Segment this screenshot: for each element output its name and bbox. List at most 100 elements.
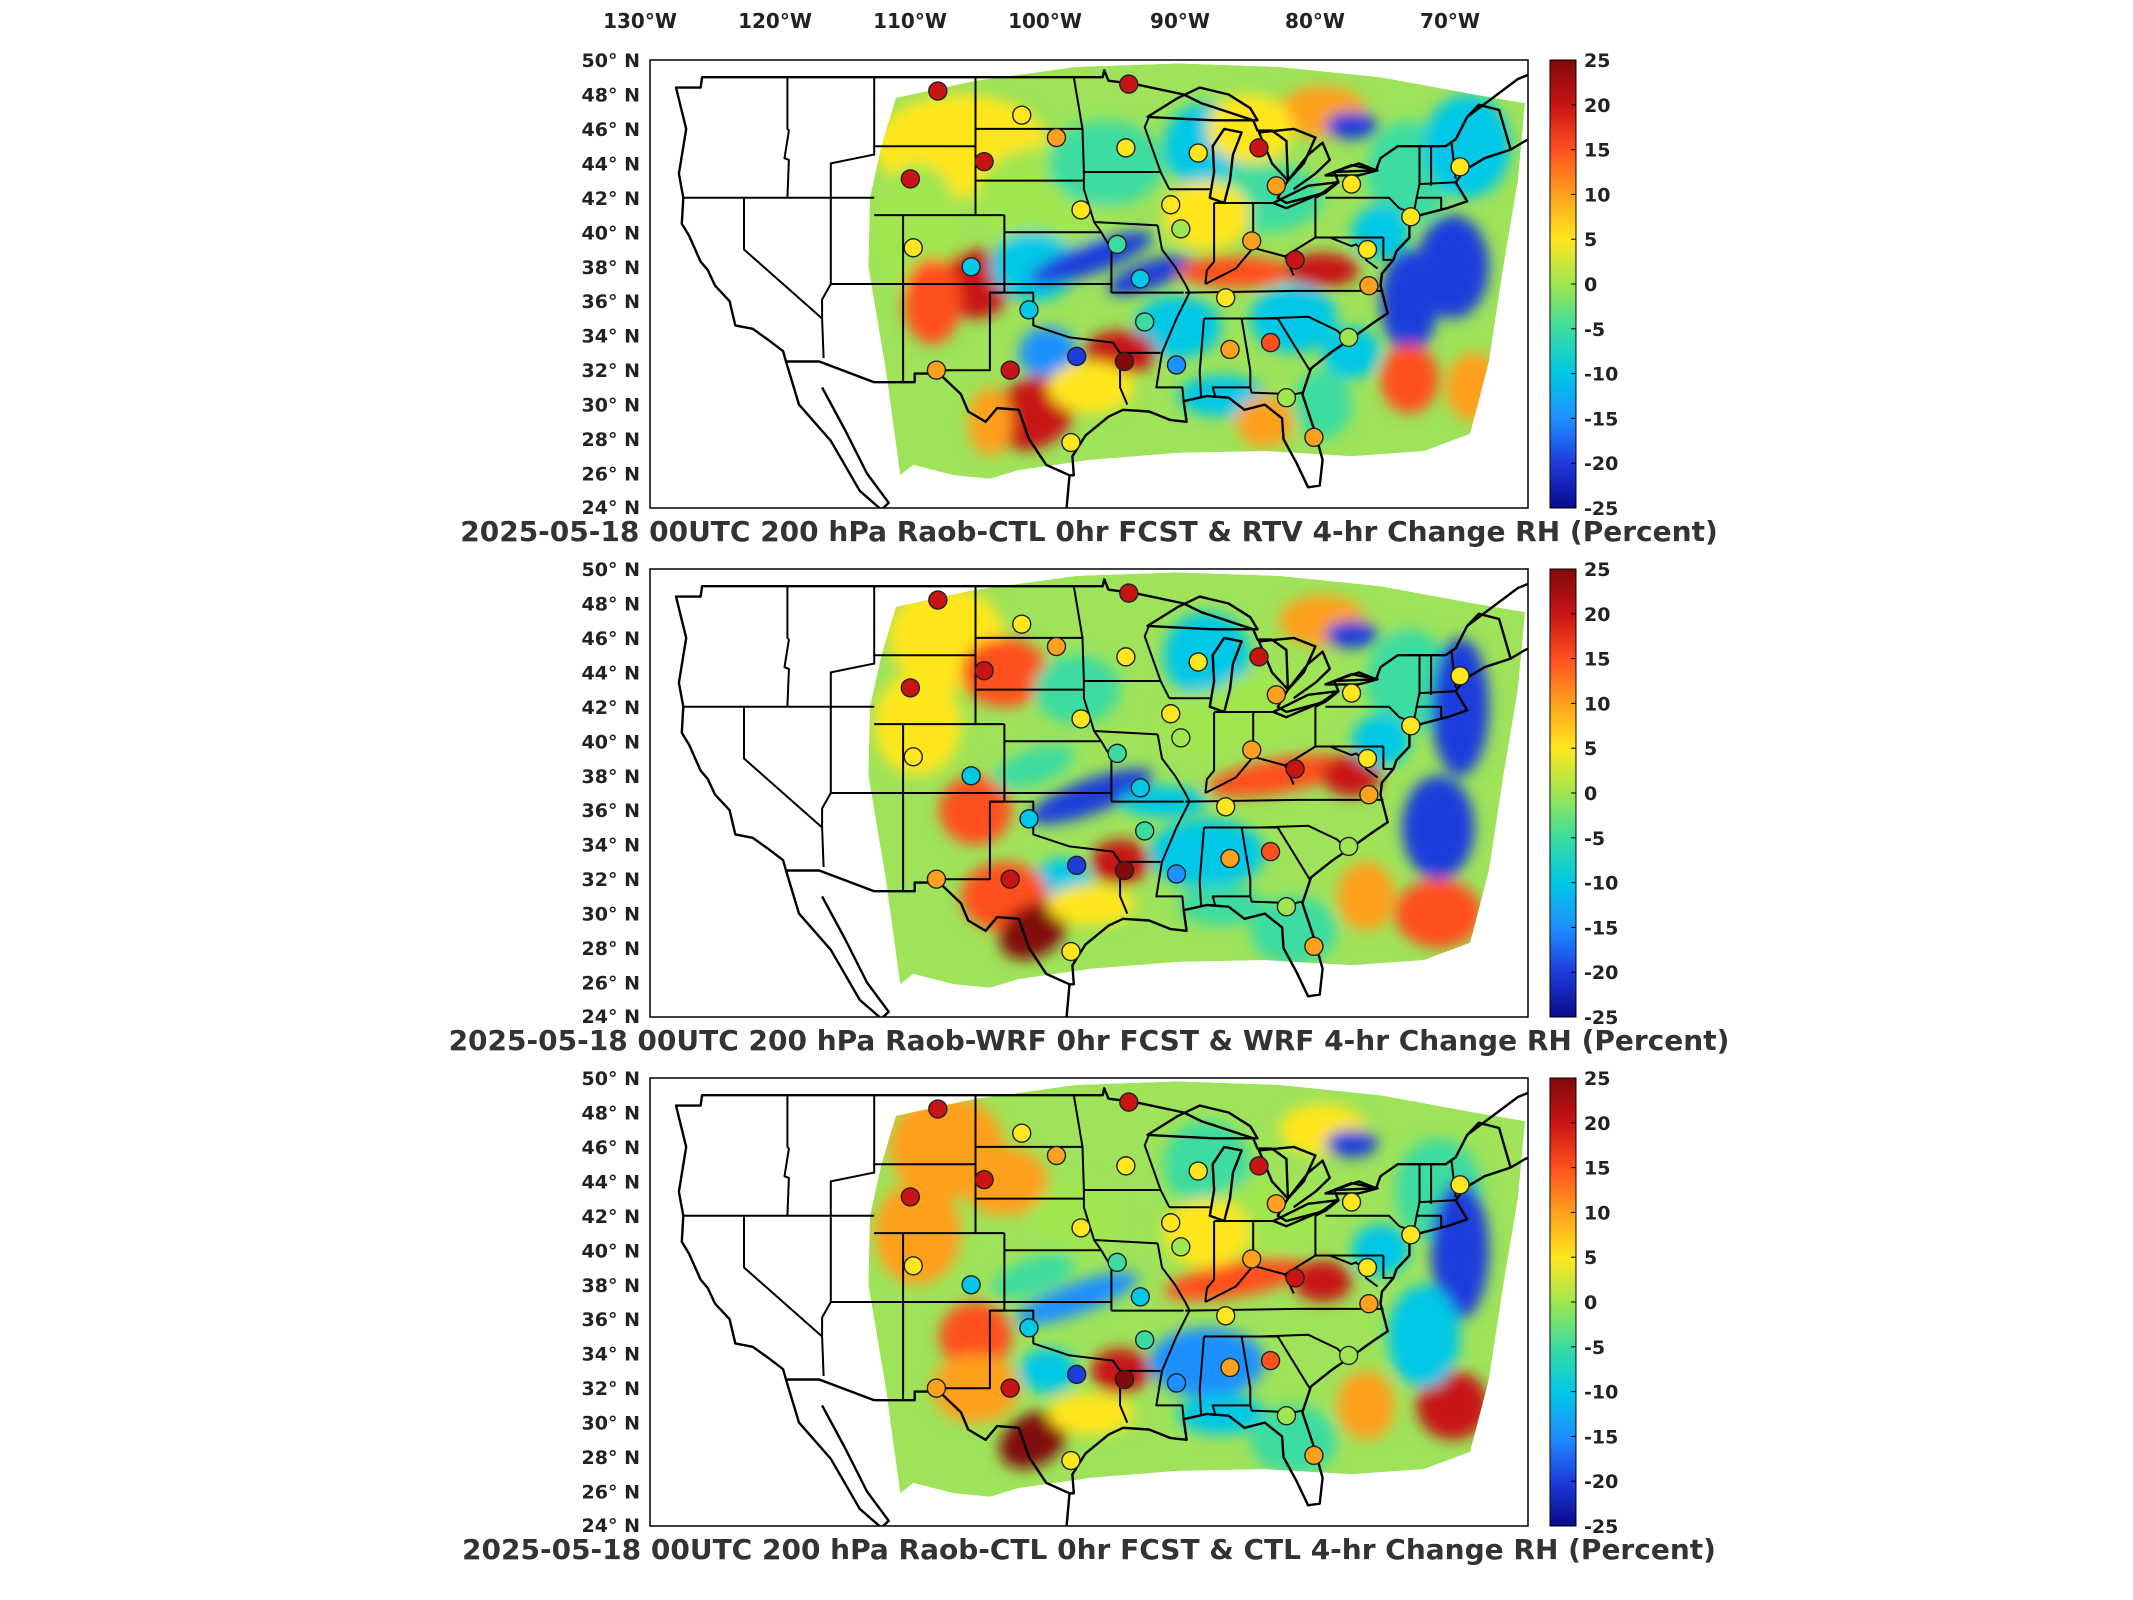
lon-label: 80°W bbox=[1285, 9, 1345, 33]
raob-station-marker bbox=[1266, 176, 1287, 196]
lon-label: 120°W bbox=[738, 9, 812, 33]
great-lake bbox=[1208, 636, 1243, 714]
raob-station-marker bbox=[974, 1169, 994, 1190]
rh-blob bbox=[1293, 1260, 1352, 1303]
state-border bbox=[1419, 690, 1456, 695]
raob-station-marker bbox=[974, 151, 994, 172]
colorbar-tick-label: -15 bbox=[1584, 1426, 1618, 1448]
raob-station-marker bbox=[1276, 897, 1297, 917]
map-panel-2: 50° N 48° N 46° N 44° N 42° N 40° N 38° N 36° N… bbox=[449, 559, 1730, 1057]
state-border bbox=[743, 197, 823, 320]
raob-station-marker bbox=[961, 766, 981, 786]
rh-blob bbox=[1416, 215, 1489, 319]
colorbar-tick-label: -5 bbox=[1584, 828, 1605, 850]
colorbar-tick-label: -5 bbox=[1584, 319, 1605, 341]
lat-label: 46° N bbox=[582, 119, 640, 141]
colorbar-tick-label: 25 bbox=[1584, 1068, 1610, 1090]
raob-station-marker bbox=[1359, 276, 1379, 296]
raob-station-marker bbox=[1067, 855, 1087, 876]
raob-station-marker bbox=[900, 169, 921, 189]
colorbar-tick-label: 15 bbox=[1584, 1158, 1610, 1180]
great-lake bbox=[1208, 1145, 1243, 1223]
lat-label: 24° N bbox=[582, 1006, 640, 1028]
raob-station-marker bbox=[1220, 339, 1240, 360]
lat-label: 36° N bbox=[582, 1309, 640, 1331]
lat-label: 28° N bbox=[582, 429, 640, 451]
colorbar-tick-label: 20 bbox=[1584, 604, 1610, 626]
raob-station-marker bbox=[1071, 709, 1091, 729]
great-lake bbox=[1146, 1104, 1259, 1140]
rh-blob bbox=[1018, 1348, 1077, 1394]
state-border bbox=[1276, 317, 1311, 371]
rh-blob bbox=[1337, 861, 1395, 931]
state-border bbox=[1198, 827, 1205, 907]
rh-blob bbox=[1163, 689, 1251, 759]
rh-blob bbox=[1177, 256, 1294, 288]
rh-blob bbox=[1018, 327, 1077, 379]
state-border bbox=[1315, 236, 1379, 270]
colorbar-tick-label: 20 bbox=[1584, 1113, 1610, 1135]
raob-station-marker bbox=[1249, 138, 1269, 158]
raob-station-marker bbox=[1107, 234, 1127, 255]
raob-station-marker bbox=[1341, 174, 1362, 194]
lat-label: 26° N bbox=[582, 1482, 640, 1504]
raob-station-marker bbox=[1012, 614, 1032, 634]
raob-station-marker bbox=[1116, 1156, 1136, 1176]
rh-blob bbox=[999, 902, 1068, 960]
raob-station-marker bbox=[1285, 250, 1305, 270]
raob-station-marker bbox=[1188, 143, 1208, 163]
colorbar-tick-label: -15 bbox=[1584, 917, 1618, 939]
lon-label: 100°W bbox=[1008, 9, 1082, 33]
map-frame bbox=[649, 59, 1529, 509]
state-border bbox=[1416, 196, 1443, 210]
great-lake bbox=[1146, 86, 1259, 122]
raob-station-marker bbox=[903, 1256, 923, 1276]
lat-label: 36° N bbox=[582, 800, 640, 822]
lat-label: 28° N bbox=[582, 1447, 640, 1469]
state-border bbox=[1185, 289, 1299, 294]
great-lake bbox=[1146, 595, 1259, 631]
raob-station-marker bbox=[1304, 1445, 1324, 1466]
lat-label: 40° N bbox=[582, 1240, 640, 1262]
state-border bbox=[1249, 387, 1303, 396]
raob-station-marker bbox=[1119, 1092, 1139, 1112]
raob-station-marker bbox=[1067, 346, 1087, 367]
state-border bbox=[1412, 1164, 1421, 1232]
state-border bbox=[1204, 203, 1216, 285]
state-border bbox=[821, 197, 832, 359]
canada-line bbox=[1509, 138, 1528, 151]
raob-station-marker bbox=[1071, 1218, 1091, 1238]
rh-blob bbox=[1163, 180, 1251, 250]
colorbar-tick-label: -10 bbox=[1584, 1382, 1618, 1404]
rh-blob bbox=[903, 258, 961, 345]
raob-station-marker bbox=[1019, 809, 1039, 829]
raob-station-marker bbox=[1285, 1268, 1305, 1288]
raob-station-marker bbox=[1134, 821, 1155, 841]
rh-blob bbox=[1163, 612, 1251, 699]
raob-station-marker bbox=[1130, 269, 1151, 289]
rh-blob bbox=[1015, 1271, 1139, 1326]
colorbar: 25 20 15 10 5 0 -5 -10 -15 -20 -25 bbox=[1549, 50, 1618, 520]
great-lake bbox=[1257, 127, 1317, 182]
lat-label: 30° N bbox=[582, 904, 640, 926]
colorbar-tick-label: -20 bbox=[1584, 453, 1618, 475]
lat-label: 26° N bbox=[582, 464, 640, 486]
mexico-coast bbox=[1065, 984, 1071, 1017]
state-border bbox=[1419, 181, 1456, 186]
rh-blob bbox=[1325, 1129, 1378, 1158]
state-border bbox=[1315, 745, 1379, 779]
rh-blob bbox=[1206, 94, 1294, 164]
raob-station-marker bbox=[1019, 300, 1039, 320]
state-border bbox=[829, 1095, 876, 1216]
state-border bbox=[1204, 1221, 1216, 1303]
lat-label: 50° N bbox=[582, 50, 640, 72]
raob-station-marker bbox=[928, 1099, 948, 1119]
raob-station-marker bbox=[1276, 1406, 1297, 1426]
rh-blob bbox=[1293, 370, 1352, 440]
state-border bbox=[821, 1215, 832, 1377]
canada-line bbox=[1466, 1091, 1528, 1136]
raob-station-marker bbox=[1134, 312, 1155, 332]
raob-station-marker bbox=[1215, 797, 1236, 817]
raob-station-marker bbox=[1061, 941, 1081, 962]
raob-station-marker bbox=[1338, 1345, 1359, 1366]
